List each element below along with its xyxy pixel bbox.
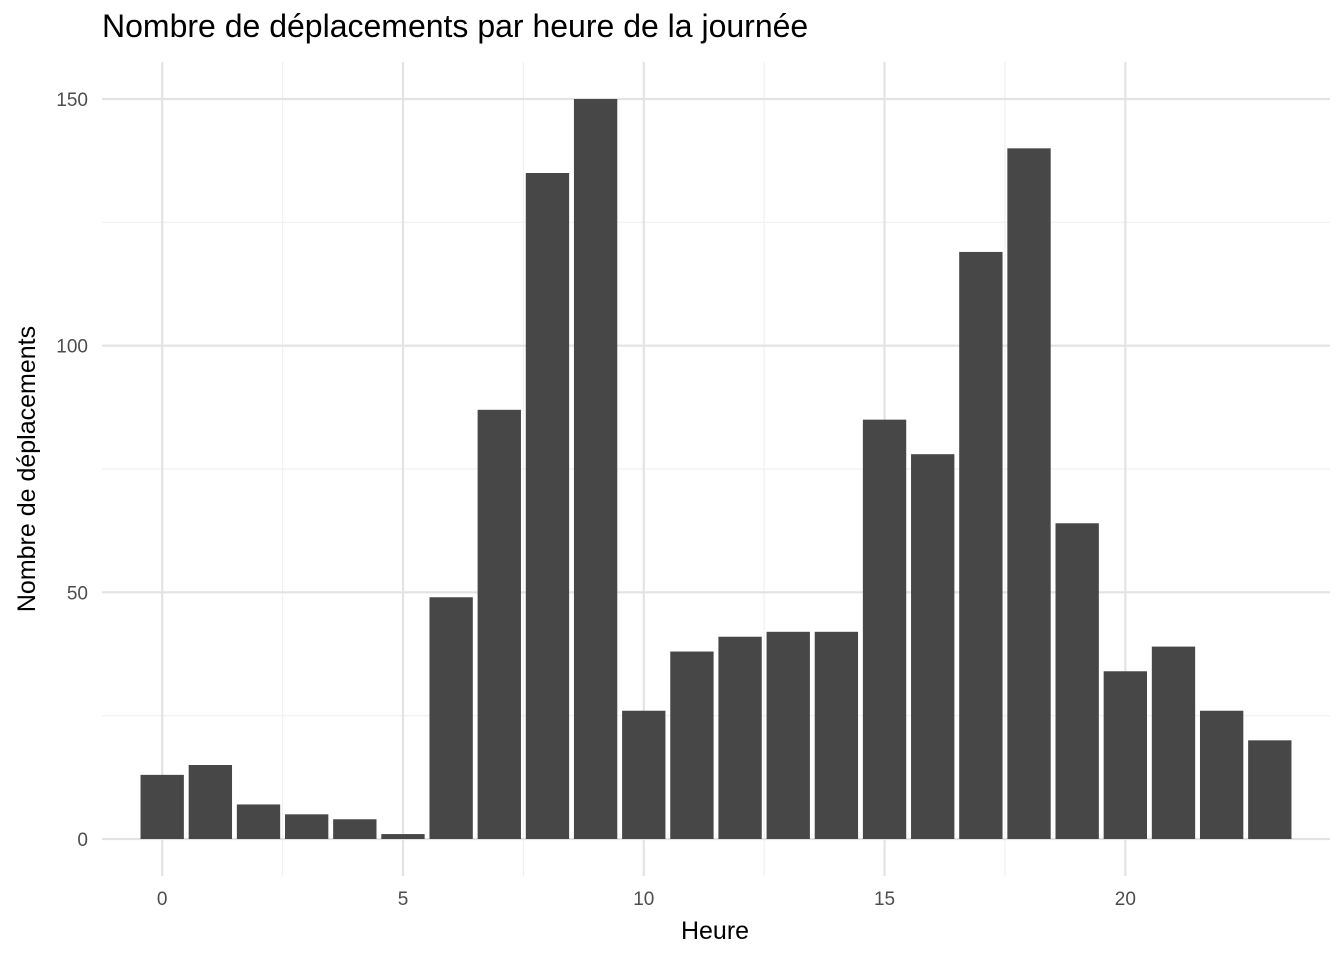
x-axis-title: Heure (681, 917, 749, 945)
bars (140, 99, 1292, 840)
bar-hour-6 (429, 597, 473, 839)
bar-hour-23 (1248, 740, 1292, 839)
y-tick-label: 150 (56, 90, 88, 111)
bar-hour-13 (766, 631, 810, 839)
y-axis-title: Nombre de déplacements (13, 326, 41, 612)
x-tick-label: 20 (1115, 889, 1136, 910)
bar-hour-16 (911, 454, 955, 839)
bar-hour-0 (140, 774, 184, 839)
x-tick-label: 15 (874, 889, 895, 910)
bar-hour-9 (573, 99, 618, 839)
x-tick-labels: 0 5 10 15 20 (157, 889, 1136, 910)
bar-hour-10 (622, 710, 666, 839)
y-tick-label: 0 (77, 830, 88, 851)
chart-title: Nombre de déplacements par heure de la j… (102, 8, 809, 44)
bar-hour-14 (814, 631, 859, 839)
bar-hour-20 (1103, 671, 1148, 839)
bar-hour-4 (333, 819, 377, 839)
bar-hour-19 (1055, 523, 1099, 839)
bar-hour-1 (188, 765, 233, 839)
x-tick-label: 5 (398, 889, 409, 910)
bar-hour-5 (381, 834, 425, 839)
bar-hour-22 (1199, 710, 1244, 839)
y-tick-label: 50 (67, 583, 88, 604)
bar-hour-15 (862, 419, 907, 839)
bar-hour-21 (1151, 646, 1196, 839)
bar-hour-8 (525, 173, 570, 839)
x-tick-label: 10 (633, 889, 654, 910)
bar-hour-11 (670, 651, 714, 839)
bar-hour-3 (284, 814, 329, 839)
bar-hour-2 (236, 804, 281, 839)
y-tick-labels: 0 50 100 150 (56, 90, 88, 851)
y-tick-label: 100 (56, 337, 88, 358)
bar-hour-18 (1007, 148, 1051, 840)
x-tick-label: 0 (157, 889, 168, 910)
bar-hour-17 (959, 251, 1003, 839)
bar-hour-12 (718, 636, 762, 839)
bar-hour-7 (477, 409, 521, 839)
